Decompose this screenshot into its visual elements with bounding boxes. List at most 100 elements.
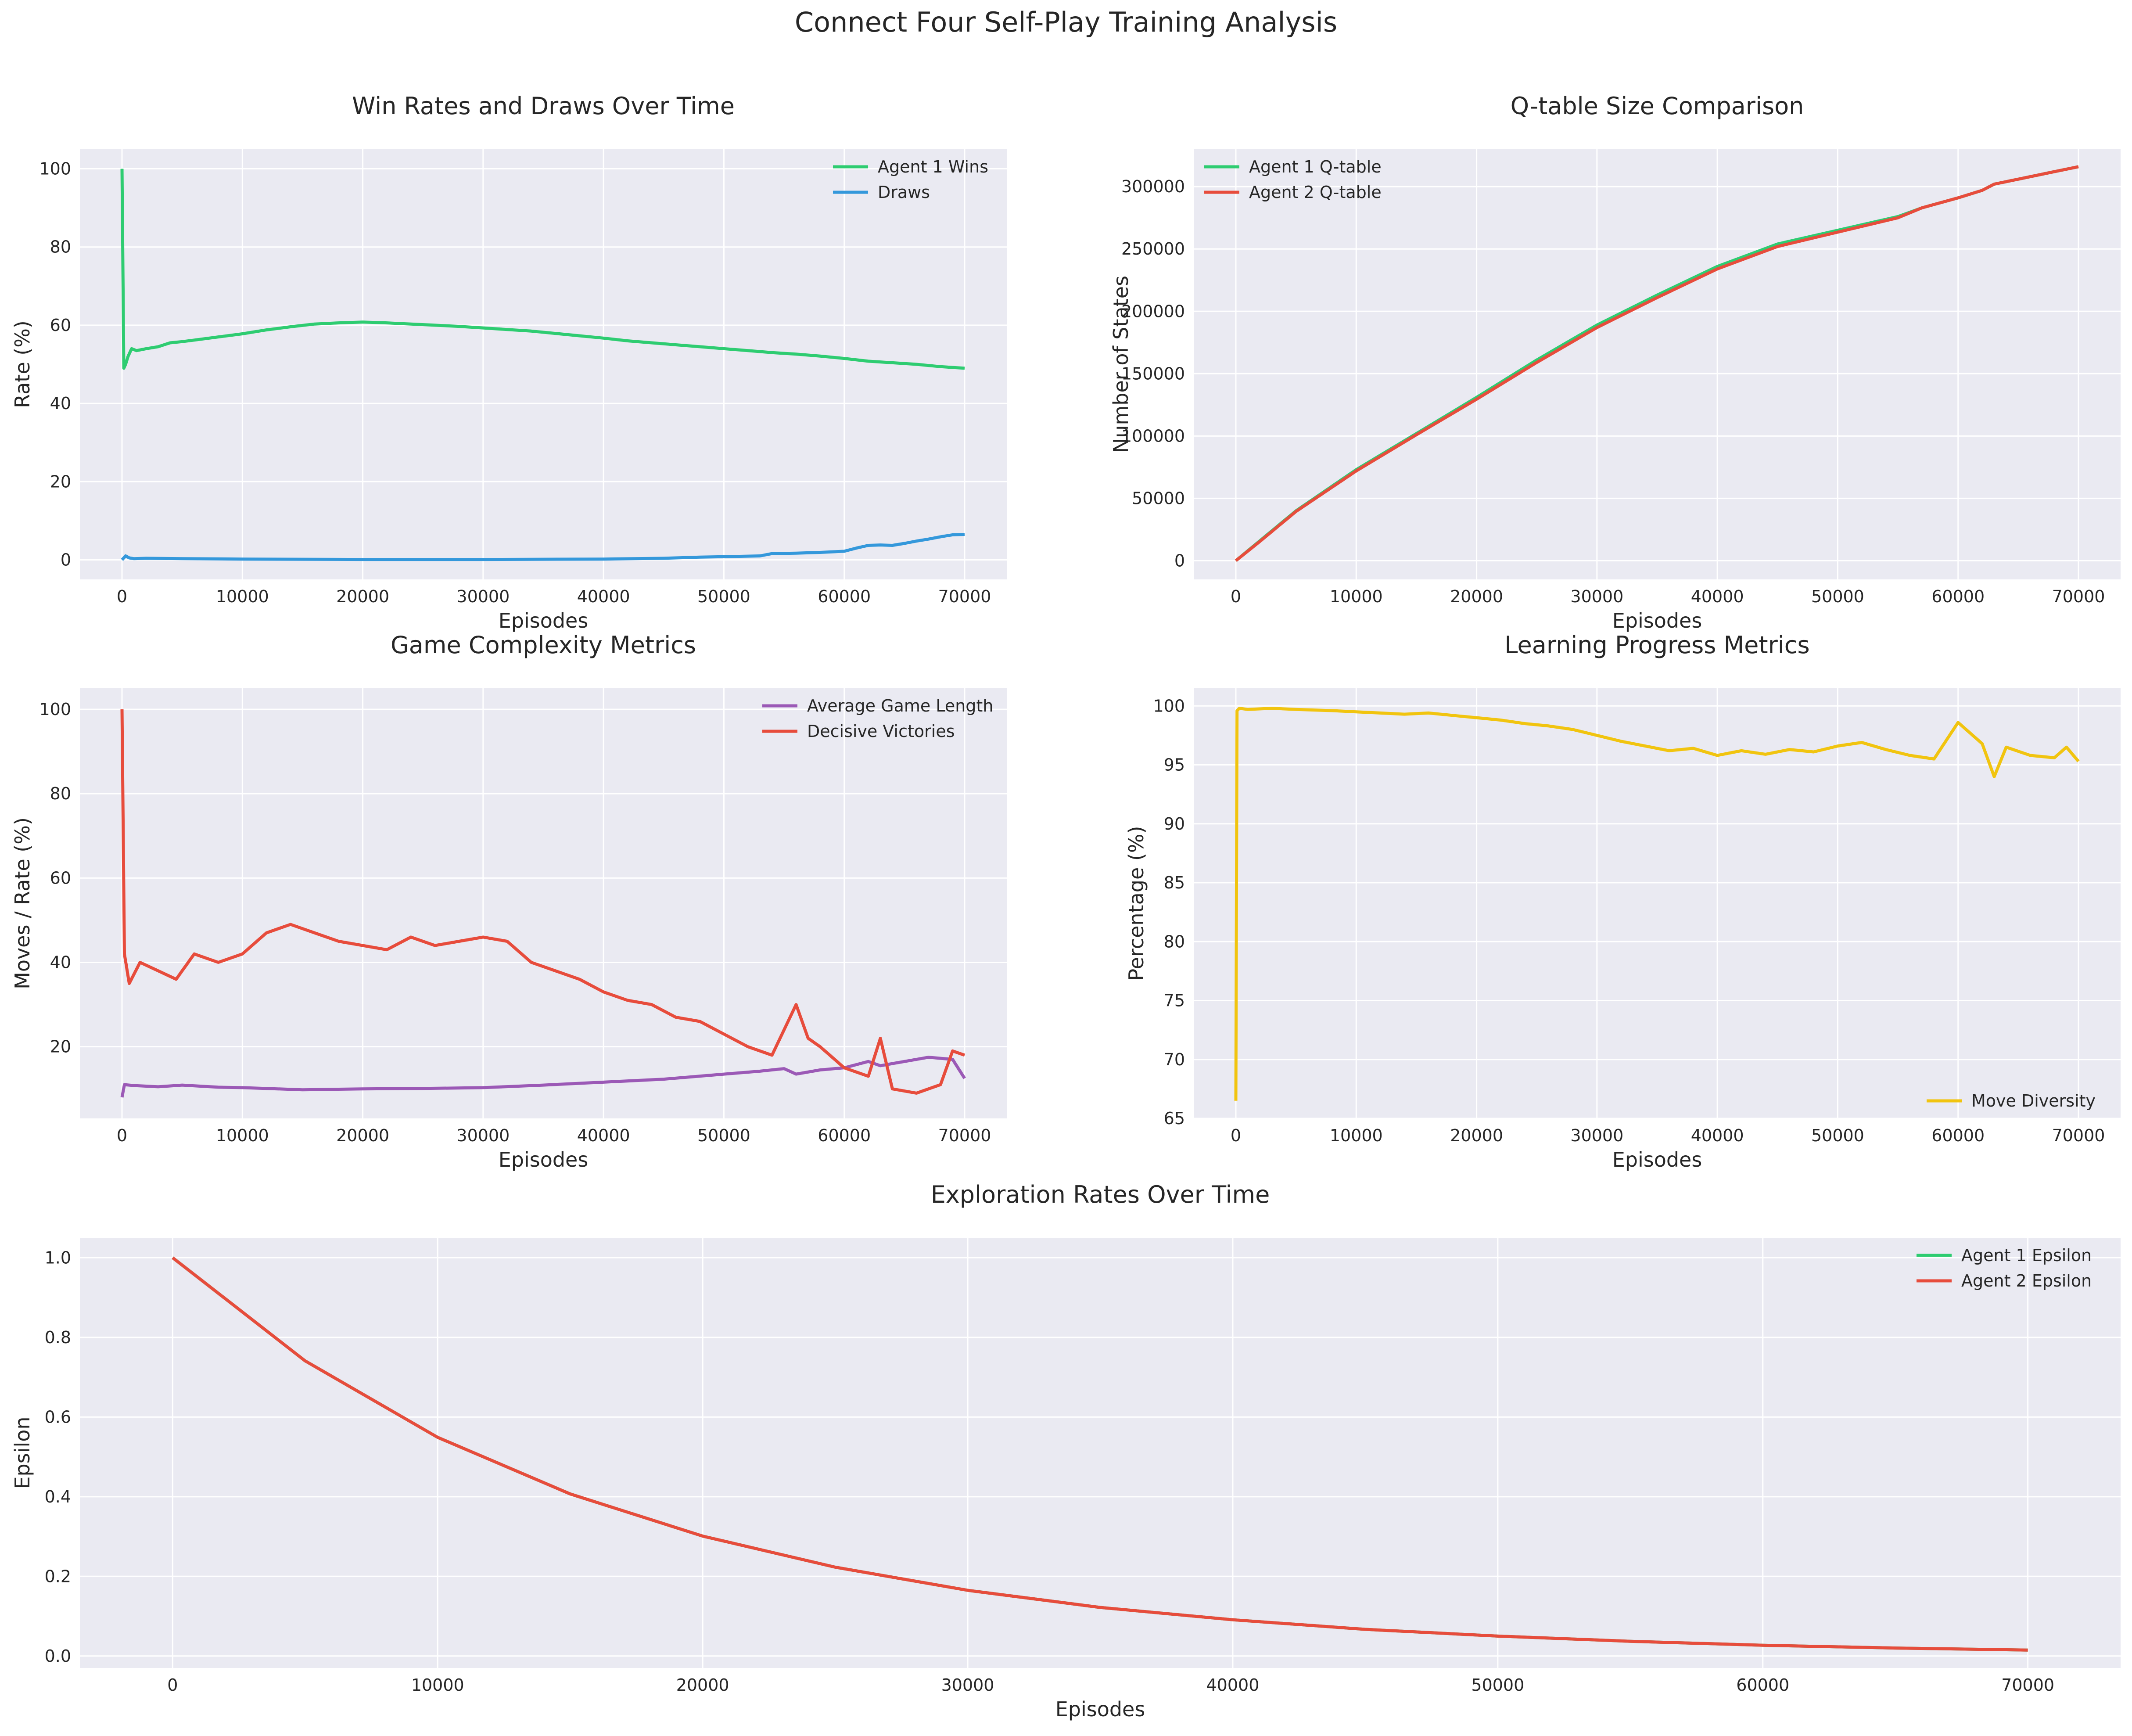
y-tick-label: 100 xyxy=(39,700,71,719)
y-tick-label: 80 xyxy=(50,237,71,257)
x-tick-label: 0 xyxy=(117,1126,127,1145)
y-tick-label: 60 xyxy=(50,316,71,335)
x-tick-label: 50000 xyxy=(1811,587,1864,606)
series-line-0 xyxy=(1234,707,2080,1101)
y-tick-label: 40 xyxy=(50,394,71,413)
plot-area xyxy=(80,149,1007,579)
y-axis-label: Epsilon xyxy=(11,1416,34,1489)
x-tick-label: 20000 xyxy=(1450,1126,1503,1145)
legend-entry: Agent 2 Epsilon xyxy=(1961,1271,2092,1290)
y-tick-label: 250000 xyxy=(1121,239,1185,259)
y-axis-label: Rate (%) xyxy=(11,320,34,408)
x-tick-label: 20000 xyxy=(676,1675,729,1695)
x-tick-label: 50000 xyxy=(697,1126,750,1145)
x-tick-label: 0 xyxy=(167,1675,178,1695)
x-tick-label: 40000 xyxy=(577,1126,630,1145)
y-tick-label: 80 xyxy=(1164,932,1185,951)
y-axis-label: Percentage (%) xyxy=(1124,826,1148,981)
y-tick-label: 0.4 xyxy=(45,1487,71,1506)
y-tick-label: 0.8 xyxy=(45,1328,71,1347)
x-tick-label: 30000 xyxy=(941,1675,994,1695)
x-tick-label: 40000 xyxy=(1206,1675,1260,1695)
y-tick-label: 65 xyxy=(1164,1109,1185,1128)
panel-exploration-rates: 0 10000 20000 30000 40000 50000 60000 70000 0.0 0… xyxy=(11,1181,2121,1721)
x-tick-label: 50000 xyxy=(697,587,750,606)
x-tick-label: 20000 xyxy=(336,587,389,606)
x-tick-label: 70000 xyxy=(2052,1126,2105,1145)
x-tick-label: 0 xyxy=(117,587,127,606)
x-tick-label: 40000 xyxy=(1691,587,1744,606)
x-tick-label: 70000 xyxy=(938,587,991,606)
legend-entry: Agent 1 Wins xyxy=(878,157,988,176)
x-axis-label: Episodes xyxy=(1612,1148,1702,1172)
series-line-0 xyxy=(120,1056,966,1098)
panel-title: Exploration Rates Over Time xyxy=(931,1181,1270,1208)
x-tick-label: 70000 xyxy=(2052,587,2105,606)
x-tick-label: 10000 xyxy=(1330,1126,1383,1145)
y-tick-label: 40 xyxy=(50,953,71,972)
x-tick-label: 60000 xyxy=(818,1126,871,1145)
y-tick-label: 80 xyxy=(50,784,71,803)
panel-title: Q-table Size Comparison xyxy=(1511,92,1804,120)
x-tick-label: 70000 xyxy=(2001,1675,2054,1695)
x-tick-label: 60000 xyxy=(818,587,871,606)
series-line-1 xyxy=(172,1256,2028,1652)
x-tick-label: 10000 xyxy=(411,1675,464,1695)
y-tick-label: 70 xyxy=(1164,1050,1185,1069)
x-tick-label: 10000 xyxy=(1330,587,1383,606)
x-tick-label: 30000 xyxy=(456,587,510,606)
legend-entry: Draws xyxy=(878,183,930,202)
x-tick-label: 30000 xyxy=(1570,1126,1623,1145)
y-axis-label: Number of States xyxy=(1109,276,1133,453)
x-tick-label: 50000 xyxy=(1811,1126,1864,1145)
panel-title: Game Complexity Metrics xyxy=(391,631,696,659)
x-axis-label: Episodes xyxy=(1055,1697,1145,1721)
x-tick-label: 20000 xyxy=(336,1126,389,1145)
y-tick-label: 0 xyxy=(1174,551,1185,570)
x-tick-label: 10000 xyxy=(216,1126,269,1145)
panel-win-rates: 0 10000 20000 30000 40000 50000 60000 70000 0 20 4… xyxy=(11,92,1007,633)
plot-area xyxy=(80,688,1007,1118)
y-tick-label: 0.2 xyxy=(45,1567,71,1586)
legend-entry: Agent 2 Q-table xyxy=(1249,183,1382,202)
panel-qtable-size: 0 10000 20000 30000 40000 50000 60000 70000 0 500… xyxy=(1109,92,2121,633)
plot-area xyxy=(1194,688,2121,1118)
y-tick-label: 100 xyxy=(1153,696,1185,715)
x-axis-label: Episodes xyxy=(499,1148,589,1172)
panel-title: Win Rates and Draws Over Time xyxy=(352,92,735,120)
legend-entry: Average Game Length xyxy=(807,696,993,715)
y-tick-label: 0.6 xyxy=(45,1407,71,1427)
y-tick-label: 300000 xyxy=(1121,177,1185,196)
y-tick-label: 200000 xyxy=(1121,302,1185,321)
x-tick-label: 60000 xyxy=(1736,1675,1789,1695)
series-line-1 xyxy=(121,533,965,561)
y-tick-label: 95 xyxy=(1164,755,1185,775)
y-tick-label: 0 xyxy=(61,550,71,569)
panel-game-complexity: 0 10000 20000 30000 40000 50000 60000 70000 20 40… xyxy=(11,631,1007,1172)
legend-entry: Decisive Victories xyxy=(807,722,955,741)
x-tick-label: 40000 xyxy=(577,587,630,606)
panel-learning-progress: 0 10000 20000 30000 40000 50000 60000 70000 65 70… xyxy=(1124,631,2121,1172)
y-tick-label: 0.0 xyxy=(45,1646,71,1666)
figure-title: Connect Four Self-Play Training Analysis xyxy=(795,6,1337,38)
plot-area xyxy=(1194,149,2121,579)
x-tick-label: 30000 xyxy=(456,1126,510,1145)
legend-entry: Agent 1 Epsilon xyxy=(1961,1246,2092,1265)
x-tick-label: 40000 xyxy=(1691,1126,1744,1145)
x-tick-label: 0 xyxy=(1231,1126,1241,1145)
y-tick-label: 75 xyxy=(1164,991,1185,1010)
panel-title: Learning Progress Metrics xyxy=(1504,631,1809,659)
x-axis-label: Episodes xyxy=(1612,609,1702,633)
x-tick-label: 60000 xyxy=(1931,1126,1985,1145)
x-tick-label: 10000 xyxy=(216,587,269,606)
legend-entry: Agent 1 Q-table xyxy=(1249,157,1382,176)
y-tick-label: 20 xyxy=(50,472,71,491)
x-tick-label: 20000 xyxy=(1450,587,1503,606)
plot-area xyxy=(80,1238,2121,1668)
x-tick-label: 60000 xyxy=(1931,587,1985,606)
x-tick-label: 30000 xyxy=(1570,587,1623,606)
x-tick-label: 50000 xyxy=(1471,1675,1524,1695)
y-axis-label: Moves / Rate (%) xyxy=(11,817,34,989)
y-tick-label: 50000 xyxy=(1132,489,1185,508)
